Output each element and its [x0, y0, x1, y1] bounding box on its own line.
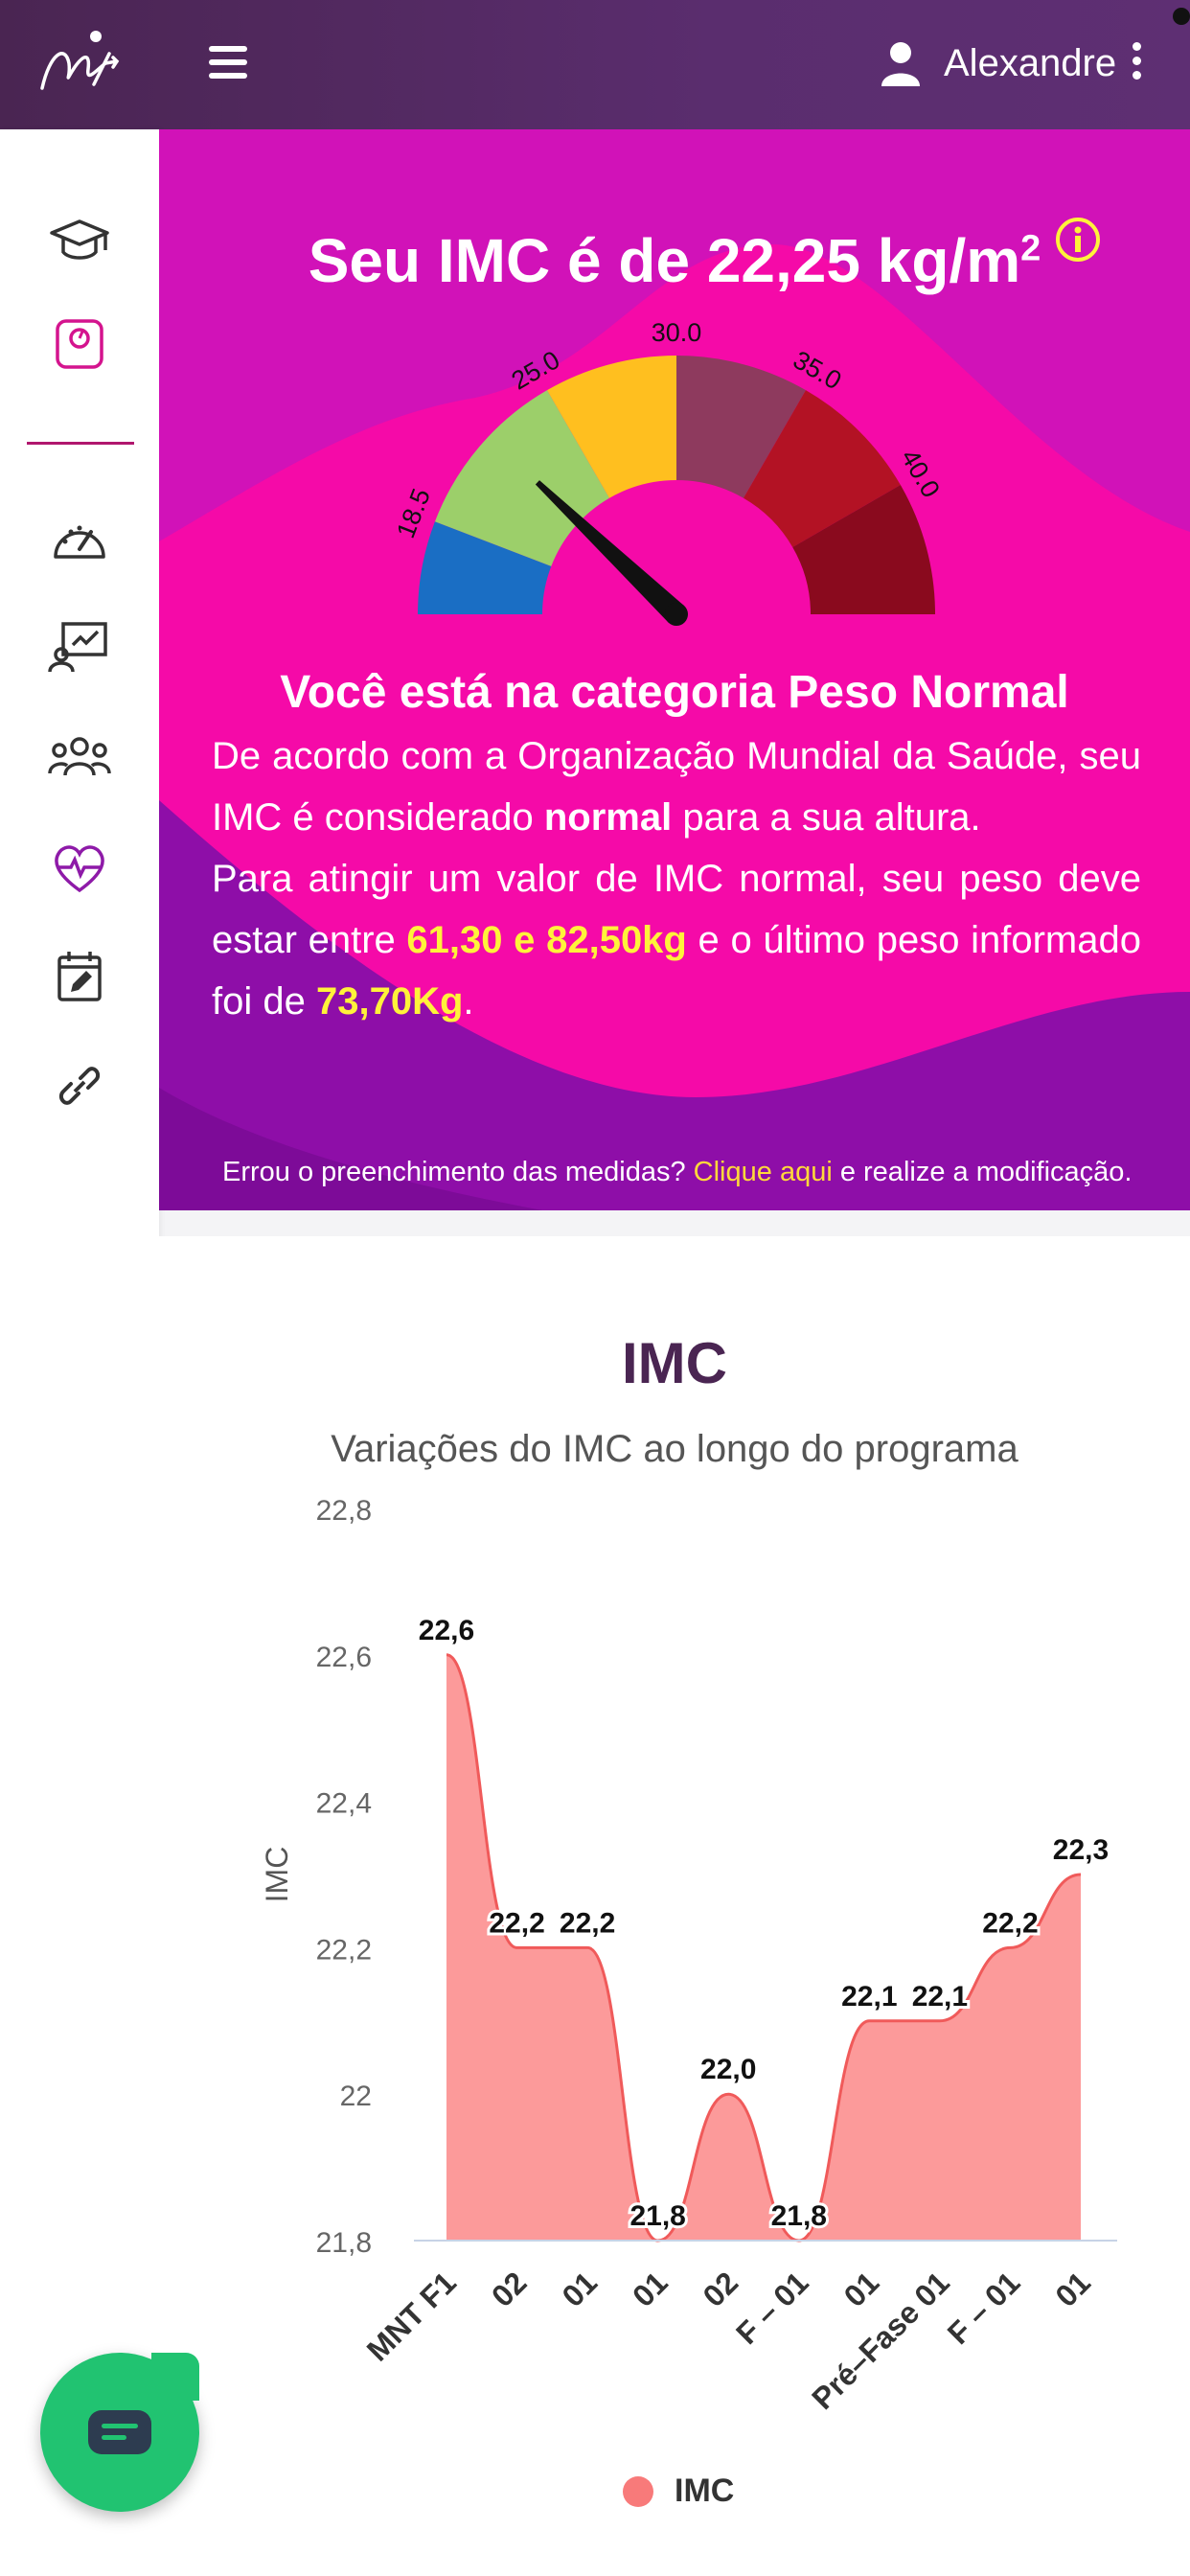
- data-label: 22,2: [489, 1907, 544, 1939]
- speedometer-icon[interactable]: [48, 513, 111, 566]
- y-tick-label: 22,8: [316, 1495, 372, 1527]
- group-icon[interactable]: [48, 731, 111, 785]
- link-icon[interactable]: [48, 1059, 111, 1113]
- x-tick-label: 01: [555, 2265, 604, 2313]
- ideal-weight-range: 61,30 e 82,50kg: [406, 919, 687, 961]
- app-logo-icon[interactable]: [36, 25, 123, 102]
- chart-title: IMC: [622, 1331, 727, 1395]
- sidebar: [0, 129, 159, 2576]
- gauge-segment-overweight: [547, 356, 676, 498]
- more-options-icon[interactable]: [1129, 42, 1144, 88]
- chat-button[interactable]: [40, 2353, 199, 2512]
- data-label: 21,8: [771, 2200, 827, 2232]
- y-tick-label: 22,4: [316, 1788, 372, 1820]
- user-name[interactable]: Alexandre: [944, 42, 1117, 84]
- weight-paragraph: Para atingir um valor de IMC normal, seu…: [212, 848, 1141, 1032]
- calendar-edit-icon[interactable]: [48, 950, 111, 1003]
- imc-result-panel: Seu IMC é de 22,25 kg/m2 18.5 25.0 30.0 …: [159, 129, 1190, 1210]
- note-text-end: e realize a modificação.: [832, 1157, 1133, 1187]
- imc-area-fill: [446, 1654, 1081, 2241]
- menu-toggle-icon[interactable]: [209, 46, 247, 80]
- y-tick-label: 22,2: [316, 1934, 372, 1966]
- weight-text-end: .: [463, 980, 474, 1023]
- sidebar-divider: [27, 442, 134, 445]
- data-label: 22,2: [560, 1907, 615, 1939]
- imc-area-chart: 22,8 22,6 22,4 22,2 22 21,8 IMC 22,6 22,2 22,2 21,…: [260, 1495, 1117, 2416]
- imc-headline: Seu IMC é de 22,25 kg/m2: [159, 225, 1190, 296]
- note-text: Errou o preenchimento das medidas?: [222, 1157, 694, 1187]
- legend-swatch: [623, 2475, 653, 2507]
- presentation-icon[interactable]: [48, 620, 111, 674]
- x-tick-label: 01: [1048, 2265, 1097, 2313]
- gauge-segment-obesity-2: [744, 390, 901, 547]
- gauge-segment-obesity-3: [792, 485, 935, 614]
- y-tick-label: 22: [340, 2081, 372, 2112]
- gauge-segment-obesity-1: [676, 356, 806, 498]
- x-tick-label: 01: [837, 2265, 886, 2313]
- x-tick-label: 01: [626, 2265, 675, 2313]
- who-paragraph: De acordo com a Organização Mundial da S…: [212, 725, 1141, 848]
- imc-headline-text: Seu IMC é de 22,25 kg/m: [308, 226, 1021, 295]
- x-tick-label: F – 01: [729, 2265, 815, 2351]
- app-header: Alexandre: [0, 0, 1190, 129]
- data-label: 21,8: [629, 2200, 685, 2232]
- legend-label: IMC: [675, 2472, 735, 2509]
- x-tick-label: 02: [485, 2265, 534, 2313]
- edit-measurements-link[interactable]: Clique aqui: [693, 1157, 833, 1187]
- imc-chart-card: IMC Variações do IMC ao longo do program…: [159, 1236, 1190, 2576]
- imc-gauge: 18.5 25.0 30.0 35.0 40.0: [399, 318, 946, 626]
- gauge-label: 30.0: [652, 318, 702, 347]
- who-text: De acordo com a Organização Mundial da S…: [212, 735, 1141, 839]
- normal-emphasis: normal: [543, 796, 673, 839]
- data-label: 22,1: [912, 1981, 968, 2012]
- camera-dot: [1173, 8, 1190, 25]
- x-tick-label: MNT F1: [360, 2265, 463, 2367]
- who-text-end: para a sua altura.: [672, 796, 981, 839]
- weight-text: Para atingir um valor de IMC normal, seu…: [212, 858, 1141, 961]
- y-tick-label: 22,6: [316, 1642, 372, 1673]
- edit-measurements-note: Errou o preenchimento das medidas? Cliqu…: [222, 1157, 1133, 1188]
- gauge-needle: [535, 480, 688, 626]
- user-icon[interactable]: [881, 40, 920, 86]
- info-icon[interactable]: [1054, 216, 1102, 264]
- y-axis-label: IMC: [260, 1847, 294, 1903]
- data-label: 22,3: [1053, 1834, 1109, 1866]
- imc-category: Você está na categoria Peso Normal: [280, 667, 1069, 718]
- data-label: 22,0: [700, 2054, 756, 2085]
- data-label: 22,2: [982, 1907, 1038, 1939]
- chart-legend[interactable]: IMC: [623, 2472, 734, 2510]
- gauge-segment-normal: [434, 390, 609, 566]
- x-tick-label: F – 01: [941, 2265, 1027, 2351]
- gauge-segment-underweight: [418, 521, 552, 614]
- data-label: 22,6: [419, 1615, 474, 1646]
- imc-series-line: [446, 1653, 1082, 2242]
- last-weight: 73,70Kg: [315, 980, 464, 1023]
- scale-icon[interactable]: [48, 317, 111, 371]
- data-label: 22,1: [841, 1981, 897, 2012]
- gauge-label: 18.5: [399, 485, 436, 542]
- chart-subtitle: Variações do IMC ao longo do programa: [331, 1428, 1018, 1470]
- imc-unit-exponent: 2: [1020, 228, 1041, 269]
- x-tick-label: 02: [697, 2265, 745, 2313]
- graduation-cap-icon[interactable]: [48, 214, 111, 267]
- weight-text-middle: e o último peso informado foi de: [212, 919, 1141, 1023]
- imc-description: De acordo com a Organização Mundial da S…: [212, 725, 1141, 1032]
- chat-icon: [88, 2410, 151, 2454]
- heart-pulse-icon[interactable]: [48, 840, 111, 894]
- y-tick-label: 21,8: [316, 2227, 372, 2259]
